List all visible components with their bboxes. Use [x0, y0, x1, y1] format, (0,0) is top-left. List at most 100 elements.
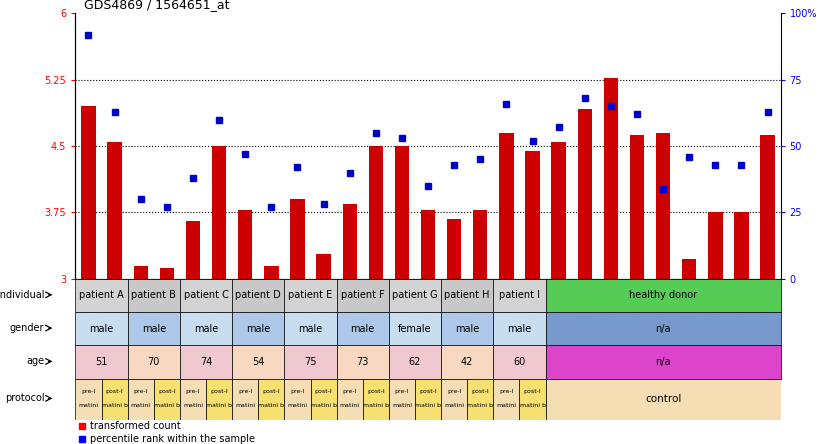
Bar [362, 379, 388, 420]
Bar [232, 312, 284, 345]
Text: pre-l: pre-l [81, 389, 96, 394]
Text: patient B: patient B [131, 290, 176, 301]
Bar [493, 379, 518, 420]
Text: male: male [351, 324, 374, 334]
Text: pre-l: pre-l [133, 389, 147, 394]
Bar [179, 312, 232, 345]
Text: matini: matini [79, 403, 98, 408]
Text: pre-l: pre-l [290, 389, 305, 394]
Text: male: male [246, 324, 270, 334]
Text: matini b: matini b [362, 403, 388, 408]
Bar [394, 146, 409, 279]
Text: female: female [398, 324, 432, 334]
Bar [388, 345, 441, 379]
Bar [232, 279, 284, 312]
Text: age: age [26, 357, 44, 366]
Bar [629, 135, 644, 279]
Text: patient A: patient A [79, 290, 124, 301]
Bar [388, 279, 441, 312]
Bar [518, 379, 545, 420]
Bar [441, 312, 493, 345]
Text: 51: 51 [95, 357, 107, 367]
Bar [473, 210, 486, 279]
Text: 75: 75 [304, 357, 316, 367]
Text: male: male [455, 324, 479, 334]
Text: male: male [142, 324, 165, 334]
Bar [420, 210, 435, 279]
Bar [467, 379, 493, 420]
Text: matini: matini [495, 403, 516, 408]
Text: patient G: patient G [391, 290, 437, 301]
Text: n/a: n/a [654, 324, 670, 334]
Text: patient E: patient E [288, 290, 333, 301]
Bar [128, 312, 179, 345]
Text: matini: matini [183, 403, 203, 408]
Text: matini: matini [391, 403, 411, 408]
Text: matini: matini [339, 403, 360, 408]
Text: male: male [193, 324, 218, 334]
Text: 73: 73 [356, 357, 369, 367]
Text: matini b: matini b [467, 403, 493, 408]
Text: post-l: post-l [262, 389, 280, 394]
Text: patient F: patient F [341, 290, 384, 301]
Bar [733, 213, 748, 279]
Bar [525, 151, 539, 279]
Text: matini b: matini b [154, 403, 179, 408]
Bar [493, 312, 545, 345]
Text: patient D: patient D [235, 290, 281, 301]
Bar [107, 142, 122, 279]
Text: matini b: matini b [519, 403, 545, 408]
Bar [160, 268, 174, 279]
Text: pre-l: pre-l [446, 389, 461, 394]
Text: matini b: matini b [206, 403, 232, 408]
Bar [179, 379, 206, 420]
Bar [342, 204, 356, 279]
Text: matini: matini [130, 403, 151, 408]
Bar [369, 146, 382, 279]
Bar [290, 199, 305, 279]
Bar [493, 279, 545, 312]
Text: control: control [644, 394, 681, 404]
Text: male: male [507, 324, 531, 334]
Text: matini: matini [287, 403, 307, 408]
Bar [75, 279, 128, 312]
Bar [284, 345, 337, 379]
Bar [128, 379, 154, 420]
Bar [681, 259, 695, 279]
Text: individual: individual [0, 290, 44, 300]
Text: 70: 70 [147, 357, 160, 367]
Bar [81, 106, 96, 279]
Text: 42: 42 [460, 357, 473, 367]
Bar [603, 78, 618, 279]
Text: 74: 74 [200, 357, 212, 367]
Bar [128, 345, 179, 379]
Text: patient I: patient I [498, 290, 539, 301]
Bar [441, 345, 493, 379]
Bar [388, 379, 414, 420]
Bar [238, 210, 252, 279]
Bar [75, 379, 102, 420]
Bar [499, 133, 513, 279]
Bar [179, 279, 232, 312]
Text: pre-l: pre-l [499, 389, 513, 394]
Text: healthy donor: healthy donor [628, 290, 696, 301]
Bar [75, 345, 128, 379]
Bar [446, 218, 461, 279]
Text: male: male [298, 324, 322, 334]
Bar [337, 345, 388, 379]
Bar [128, 279, 179, 312]
Text: matini b: matini b [102, 403, 128, 408]
Text: 62: 62 [409, 357, 421, 367]
Text: n/a: n/a [654, 357, 670, 367]
Bar [577, 109, 591, 279]
Bar [102, 379, 128, 420]
Bar [337, 279, 388, 312]
Bar [708, 213, 722, 279]
Bar [759, 135, 774, 279]
Bar [284, 312, 337, 345]
Bar [545, 279, 780, 312]
Text: post-l: post-l [471, 389, 488, 394]
Text: pre-l: pre-l [238, 389, 252, 394]
Bar [551, 142, 565, 279]
Text: post-l: post-l [158, 389, 175, 394]
